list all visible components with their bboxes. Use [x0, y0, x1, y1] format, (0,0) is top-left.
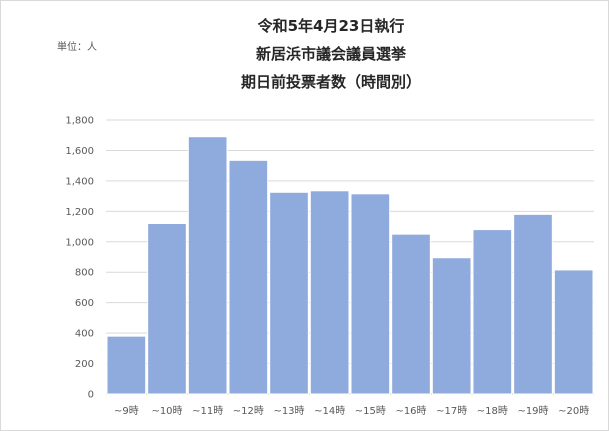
y-tick-label: 200 — [75, 359, 94, 370]
x-tick-label: ~17時 — [436, 405, 467, 417]
y-tick-label: 1,600 — [65, 146, 94, 157]
y-tick-label: 400 — [75, 329, 94, 340]
y-tick-label: 0 — [88, 390, 94, 401]
chart-title-line-2: 新居浜市議会議員選挙 — [255, 45, 406, 63]
x-tick-label: ~10時 — [151, 405, 182, 417]
x-axis-tick-labels: ~9時 ~10時 ~11時 ~12時 ~13時 ~14時 ~15時 ~16時 ~17時 ~18時 ~… — [114, 405, 589, 417]
x-tick-label: ~12時 — [233, 405, 264, 417]
x-tick-label: ~15時 — [355, 405, 386, 417]
gridlines — [106, 119, 594, 395]
chart-title-line-3: 期日前投票者数（時間別） — [240, 73, 421, 91]
bar — [309, 190, 350, 395]
x-tick-label: ~14時 — [314, 405, 345, 417]
bar — [350, 193, 391, 395]
bar — [106, 335, 147, 395]
y-tick-label: 1,000 — [65, 237, 94, 248]
y-axis-tick-labels: 0 200 400 600 800 1,000 1,200 1,400 1,600 1,800 — [65, 116, 94, 401]
x-tick-label: ~9時 — [114, 405, 139, 417]
y-tick-label: 600 — [75, 298, 94, 309]
bar — [553, 269, 594, 395]
bar — [431, 257, 472, 395]
x-tick-label: ~16時 — [395, 405, 426, 417]
bar — [187, 136, 228, 395]
y-tick-label: 1,400 — [65, 176, 94, 187]
x-tick-label: ~13時 — [273, 405, 304, 417]
x-tick-label: ~18時 — [477, 405, 508, 417]
bar — [472, 229, 513, 395]
chart-title: 令和5年4月23日執行 新居浜市議会議員選挙 期日前投票者数（時間別） — [141, 12, 521, 96]
y-tick-label: 1,800 — [65, 116, 94, 127]
bar — [391, 233, 431, 395]
x-tick-label: ~11時 — [192, 405, 223, 417]
bar — [147, 223, 187, 395]
x-tick-label: ~20時 — [558, 405, 589, 417]
bar — [228, 159, 269, 395]
bar — [269, 191, 309, 395]
y-tick-label: 1,200 — [65, 207, 94, 218]
bar — [513, 213, 553, 395]
chart-title-line-1: 令和5年4月23日執行 — [257, 17, 405, 35]
y-tick-label: 800 — [75, 268, 94, 279]
x-tick-label: ~19時 — [517, 405, 548, 417]
unit-label: 単位：人 — [57, 42, 97, 53]
bars — [106, 136, 594, 395]
